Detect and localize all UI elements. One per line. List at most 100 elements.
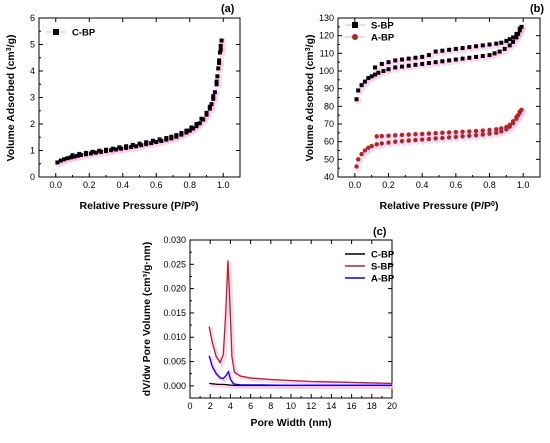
data-point — [214, 82, 219, 87]
data-point — [150, 138, 155, 143]
data-point — [433, 49, 438, 54]
data-point — [514, 31, 519, 36]
legend-marker — [352, 22, 358, 28]
data-point — [204, 110, 209, 115]
data-point — [379, 141, 384, 146]
y-tick-label: 100 — [319, 66, 334, 76]
data-point — [406, 56, 411, 61]
data-point — [487, 42, 492, 47]
data-point — [379, 133, 384, 139]
data-point — [197, 121, 202, 126]
y-axis-label: dV/dw Pore Volume (cm³/g·nm) — [141, 242, 153, 396]
data-point — [406, 63, 411, 68]
x-tick-label: 16 — [347, 401, 357, 411]
y-tick-label: 90 — [324, 84, 334, 94]
panel-a: 0.0 0.2 0.4 0.6 0.8 1.0 0 1 2 3 4 5 6 C-BP Relative Pr… — [5, 3, 241, 212]
data-point — [440, 59, 445, 64]
data-point — [194, 122, 199, 126]
x-tick-label: 0.2 — [83, 180, 96, 190]
data-point — [376, 70, 381, 75]
data-point — [406, 138, 411, 143]
data-point — [460, 56, 465, 61]
x-tick-label: 10 — [286, 401, 296, 411]
data-point — [460, 134, 465, 139]
data-point — [460, 46, 465, 51]
data-point — [494, 41, 499, 46]
panel-c: 0 2 4 6 8 10 12 14 16 18 20 0.000 0.005 0.010 0.015 0.0… — [141, 226, 397, 429]
data-point — [480, 128, 485, 133]
data-point — [487, 127, 492, 133]
series-line — [208, 355, 392, 387]
data-point — [374, 142, 379, 147]
data-point — [356, 157, 361, 162]
y-tick-label: 0.030 — [163, 235, 186, 245]
data-point — [144, 140, 149, 145]
x-tick-label: 6 — [248, 401, 253, 411]
x-tick-label: 4 — [228, 401, 233, 411]
data-point — [440, 135, 445, 141]
y-axis-label: Volume Adsorbed (cm3/g) — [304, 35, 316, 162]
y-tick-label: 50 — [324, 154, 334, 164]
data-point — [70, 153, 75, 158]
data-point — [386, 140, 391, 145]
y-tick-label: 0.020 — [163, 284, 186, 294]
legend-label: A-BP — [371, 33, 395, 44]
data-point — [507, 122, 512, 128]
panel-label: (b) — [530, 3, 544, 15]
data-point — [507, 43, 512, 48]
data-point — [217, 58, 222, 63]
data-point — [507, 37, 512, 42]
data-point — [473, 133, 479, 138]
x-axis-label: Relative Pressure (P/P0) — [380, 200, 499, 212]
data-point — [426, 136, 432, 142]
x-tick-label: 2 — [208, 401, 213, 411]
data-point — [373, 72, 378, 77]
data-point — [446, 130, 452, 135]
data-point — [55, 160, 60, 165]
data-point — [218, 47, 223, 52]
data-point — [149, 141, 154, 146]
data-point — [97, 148, 102, 153]
data-point — [453, 134, 459, 140]
x-tick-label: 0.2 — [382, 180, 395, 190]
data-point — [354, 97, 359, 102]
data-point — [499, 126, 504, 131]
legend-label: C-BP — [371, 250, 395, 261]
data-point — [129, 145, 134, 150]
data-point — [362, 148, 368, 153]
data-point — [211, 94, 216, 99]
y-tick-label: 6 — [30, 13, 35, 23]
data-point — [447, 47, 452, 52]
data-point — [187, 128, 192, 133]
y-tick-label: 3 — [30, 93, 35, 103]
data-point — [467, 55, 472, 60]
data-point — [504, 38, 509, 43]
x-tick-label: 18 — [367, 401, 377, 411]
data-point — [217, 50, 222, 55]
data-point — [124, 144, 129, 149]
y-tick-label: 110 — [320, 48, 334, 58]
data-point — [164, 136, 169, 141]
data-point — [356, 88, 361, 93]
data-point — [492, 51, 497, 56]
data-point — [474, 44, 479, 49]
x-tick-label: 20 — [387, 401, 397, 411]
data-point — [467, 45, 472, 50]
data-point — [184, 128, 189, 133]
data-point — [374, 134, 379, 139]
y-axis-label: Volume Adsorbed (cm3/g) — [5, 35, 17, 162]
data-point — [499, 40, 504, 45]
data-point — [497, 49, 502, 54]
data-point — [480, 53, 485, 58]
data-point — [381, 69, 386, 73]
data-point — [399, 64, 404, 69]
data-point — [510, 119, 516, 124]
data-point — [83, 150, 88, 155]
data-point — [487, 53, 492, 58]
y-tick-label: 80 — [324, 101, 334, 111]
data-point — [77, 151, 82, 156]
y-tick-label: 1 — [30, 146, 35, 156]
x-tick-label: 0.8 — [483, 180, 496, 190]
data-point — [413, 62, 418, 67]
